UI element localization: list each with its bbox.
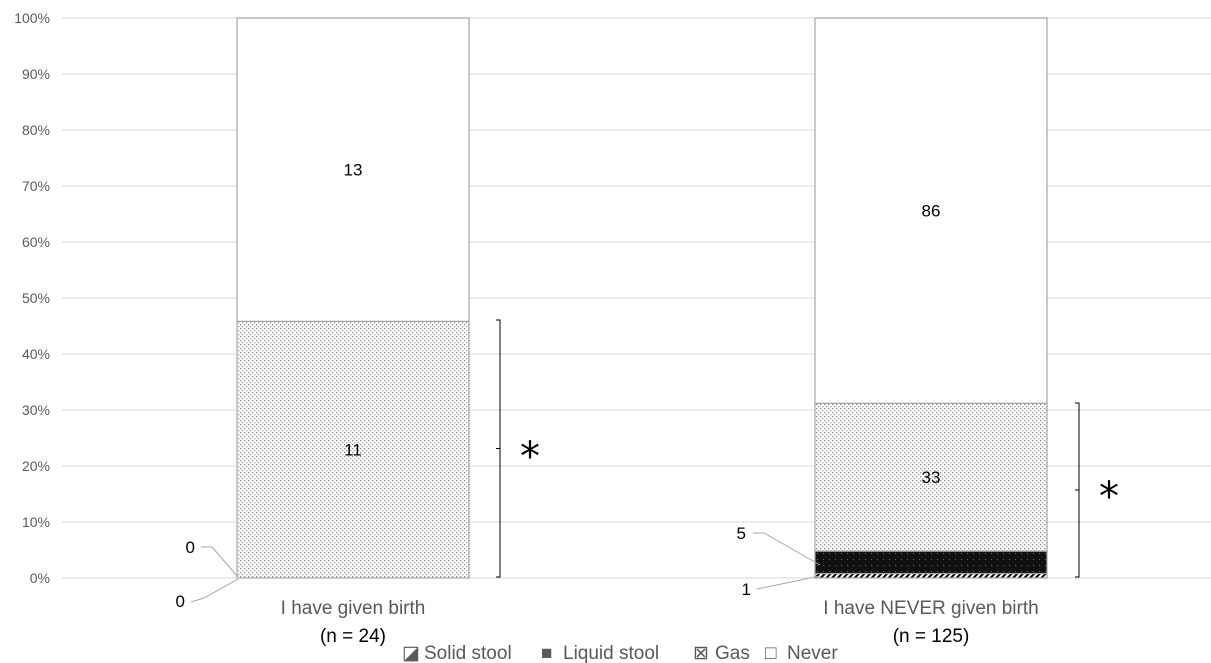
legend-entry: Gas xyxy=(715,643,750,663)
legend-entry: Liquid stool xyxy=(563,643,659,663)
legend-entry: Never xyxy=(787,643,838,663)
bar-segment-solid-stool xyxy=(814,572,1048,579)
category-labels: I have given birth (n = 24) I have NEVER g… xyxy=(281,598,1039,647)
data-label: 13 xyxy=(344,161,363,180)
legend-marker: ◪ xyxy=(402,643,420,663)
leader-line xyxy=(201,546,239,578)
y-axis-ticks: 0% 10% 20% 30% 40% 50% 60% 70% 80% 90% 100% xyxy=(14,10,50,586)
leader-line xyxy=(753,532,821,566)
data-label: 5 xyxy=(737,524,746,543)
data-label: 86 xyxy=(922,202,941,221)
data-label: 33 xyxy=(922,468,941,487)
legend-marker: ■ xyxy=(541,643,552,663)
bars xyxy=(236,17,1048,579)
y-tick-label: 30% xyxy=(22,402,50,418)
significance-brackets: ** xyxy=(496,319,1119,578)
data-label: 11 xyxy=(344,441,362,460)
bar-segment-never xyxy=(814,17,1048,404)
legend-marker: ⊠ xyxy=(693,643,709,663)
bar-segment-gas xyxy=(236,320,470,579)
category-label: I have given birth xyxy=(281,598,426,619)
significance-star: * xyxy=(1099,474,1119,520)
data-label: 1 xyxy=(742,580,751,599)
y-tick-label: 20% xyxy=(22,458,50,474)
leader-line xyxy=(190,578,239,603)
category-label: I have NEVER given birth xyxy=(823,598,1038,619)
bar-segment-gas xyxy=(814,402,1048,552)
y-tick-label: 40% xyxy=(22,346,50,362)
significance-star: * xyxy=(520,434,540,480)
y-tick-label: 100% xyxy=(14,10,50,26)
legend: ◪ Solid stool ■ Liquid stool ⊠ Gas □ Never xyxy=(402,643,838,663)
data-labels: 11 13 33 86 0 0 5 1 xyxy=(176,161,941,611)
y-tick-label: 60% xyxy=(22,234,50,250)
y-tick-label: 90% xyxy=(22,66,50,82)
bar-segment-never xyxy=(236,17,470,322)
legend-marker: □ xyxy=(765,643,777,663)
data-label: 0 xyxy=(186,538,195,557)
category-sample-size: (n = 125) xyxy=(893,626,970,647)
y-tick-label: 10% xyxy=(22,514,50,530)
legend-entry: Solid stool xyxy=(424,643,512,663)
bar-segment-liquid-stool xyxy=(814,550,1048,575)
y-tick-label: 50% xyxy=(22,290,50,306)
leader-line xyxy=(756,575,821,590)
y-tick-label: 70% xyxy=(22,178,50,194)
data-label: 0 xyxy=(176,592,185,611)
y-tick-label: 80% xyxy=(22,122,50,138)
category-sample-size: (n = 24) xyxy=(320,626,386,647)
y-tick-label: 0% xyxy=(30,570,50,586)
